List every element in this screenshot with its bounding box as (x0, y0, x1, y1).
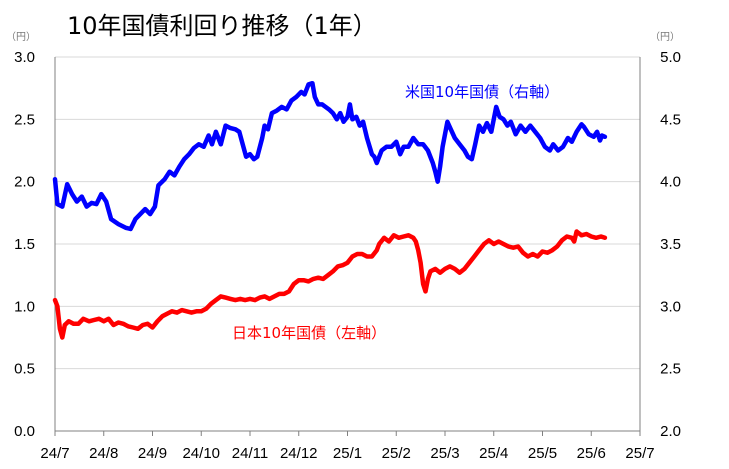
x-tick-label: 25/5 (528, 445, 557, 462)
right-tick-label: 2.5 (660, 361, 681, 378)
left-tick-label: 2.0 (14, 174, 35, 191)
x-tick-label: 25/6 (577, 445, 606, 462)
x-tick-label: 24/11 (232, 445, 268, 462)
x-tick-label: 24/9 (138, 445, 167, 462)
left-tick-label: 2.5 (14, 111, 35, 128)
x-tick-label: 25/7 (625, 445, 654, 462)
x-tick-label: 25/3 (430, 445, 459, 462)
right-axis-ticks: 2.0 2.5 3.0 3.5 4.0 4.5 5.0 (660, 49, 681, 440)
series-line-us (52, 80, 608, 232)
left-tick-label: 1.5 (14, 236, 35, 253)
x-tick-label: 25/1 (333, 445, 362, 462)
left-tick-label: 1.0 (14, 298, 35, 315)
right-tick-label: 2.0 (660, 423, 681, 440)
x-tick-label: 25/4 (479, 445, 508, 462)
left-axis-unit: （円） (6, 31, 36, 43)
x-tick-label: 25/2 (382, 445, 411, 462)
right-tick-label: 4.5 (660, 111, 681, 128)
left-tick-label: 0.0 (14, 423, 35, 440)
x-axis-ticks: 24/7 24/8 24/9 24/10 24/11 24/12 25/1 25/2 25/3 2… (40, 431, 655, 462)
series-label-jp: 日本10年国債（左軸） (232, 324, 386, 342)
series-line-jp (52, 229, 608, 340)
left-tick-label: 0.5 (14, 361, 35, 378)
x-tick-label: 24/12 (280, 445, 318, 462)
chart-title: 10年国債利回り推移（1年） (67, 12, 377, 40)
left-tick-label: 3.0 (14, 49, 35, 66)
series-lines (52, 80, 608, 340)
x-tick-label: 24/10 (182, 445, 220, 462)
right-tick-label: 3.5 (660, 236, 681, 253)
x-tick-label: 24/8 (89, 445, 118, 462)
right-tick-label: 3.0 (660, 298, 681, 315)
right-tick-label: 4.0 (660, 174, 681, 191)
right-tick-label: 5.0 (660, 49, 681, 66)
x-tick-label: 24/7 (40, 445, 69, 462)
right-axis-unit: （円） (650, 31, 680, 43)
left-axis-ticks: 0.0 0.5 1.0 1.5 2.0 2.5 3.0 (14, 49, 35, 440)
series-label-us: 米国10年国債（右軸） (405, 83, 559, 101)
